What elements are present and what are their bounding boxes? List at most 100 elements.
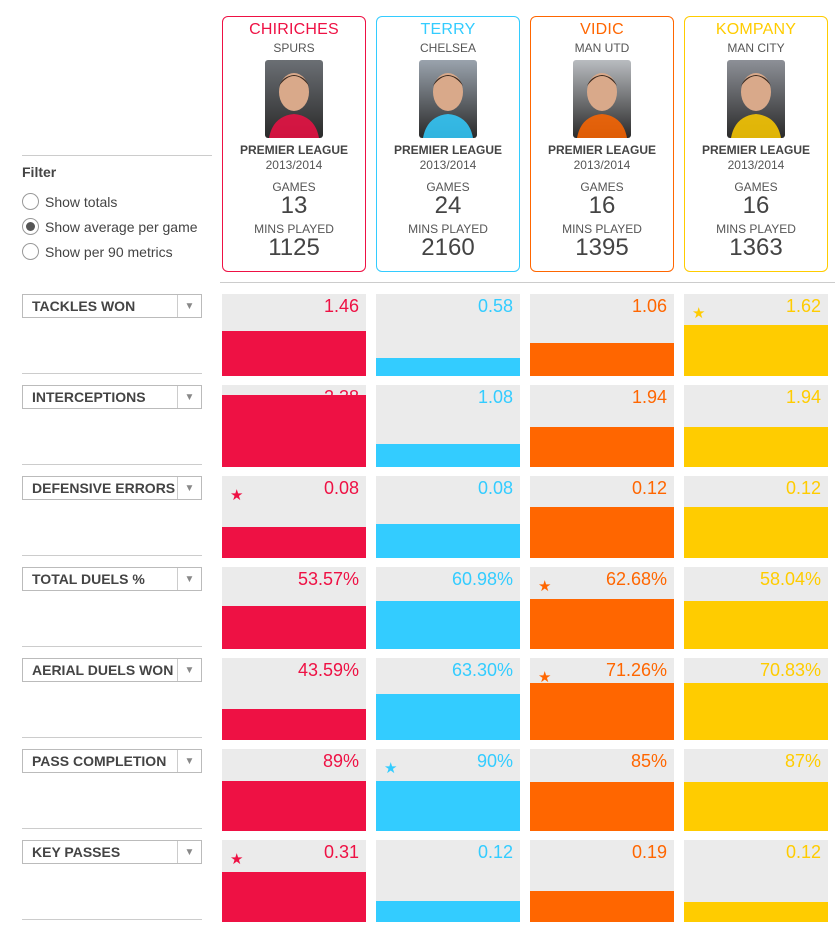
metric-bar [530, 427, 674, 467]
metric-cell-chiriches: ★ 0.08 [222, 476, 366, 558]
player-league: PREMIER LEAGUE [393, 143, 502, 157]
metric-label: PASS COMPLETION [32, 753, 167, 769]
metric-cell-vidic: ★ 62.68% [530, 567, 674, 649]
row-divider [22, 737, 202, 738]
mins-label: MINS PLAYED [562, 222, 642, 236]
player-team: MAN CITY [727, 41, 785, 55]
star-icon: ★ [538, 669, 552, 686]
metric-bar [530, 599, 674, 649]
metric-cell-vidic: 1.06 [530, 294, 674, 376]
metric-label: TACKLES WON [32, 298, 136, 314]
player-season: 2013/2014 [573, 158, 631, 172]
metric-value: 62.68% [605, 569, 667, 589]
metric-bar [376, 901, 520, 922]
player-name[interactable]: KOMPANY [715, 21, 797, 38]
metric-select-aerial-duels-won[interactable]: AERIAL DUELS WON ▼ [22, 658, 202, 682]
player-team: MAN UTD [574, 41, 630, 55]
star-icon: ★ [692, 305, 706, 322]
star-icon: ★ [230, 851, 244, 868]
player-team: SPURS [273, 41, 315, 55]
metric-value: 63.30% [451, 660, 513, 680]
metric-select-pass-completion[interactable]: PASS COMPLETION ▼ [22, 749, 202, 773]
metric-value: 60.98% [451, 569, 513, 589]
metric-bar [684, 683, 828, 740]
metric-value: 0.12 [631, 478, 667, 498]
radio-show-average[interactable]: Show average per game [22, 214, 212, 239]
mins-value: 1363 [729, 234, 783, 261]
metric-value: 70.83% [759, 660, 821, 680]
metric-cell-kompany: 58.04% [684, 567, 828, 649]
chevron-down-icon[interactable]: ▼ [177, 659, 201, 681]
radio-show-per90[interactable]: Show per 90 metrics [22, 239, 212, 264]
metric-cell-vidic: ★ 71.26% [530, 658, 674, 740]
games-value: 13 [280, 192, 308, 219]
metric-bar [222, 781, 366, 831]
metric-value: 0.58 [477, 296, 513, 316]
radio-show-totals[interactable]: Show totals [22, 189, 212, 214]
metric-bar [222, 709, 366, 740]
chevron-down-icon[interactable]: ▼ [177, 295, 201, 317]
metric-bar [376, 524, 520, 558]
row-divider [22, 919, 202, 920]
metric-label: KEY PASSES [32, 844, 121, 860]
player-card-vidic: VIDIC MAN UTD PREMIER LEAGUE 2013/2014 G… [530, 16, 674, 272]
metric-select-total-duels[interactable]: TOTAL DUELS % ▼ [22, 567, 202, 591]
metric-value: 0.12 [477, 842, 513, 862]
metric-value: 85% [630, 751, 667, 771]
games-label: GAMES [734, 180, 778, 194]
player-photo [419, 60, 477, 138]
metric-bar [684, 427, 828, 467]
player-season: 2013/2014 [265, 158, 323, 172]
chevron-down-icon[interactable]: ▼ [177, 568, 201, 590]
player-silhouette [423, 73, 473, 138]
metric-bar [222, 527, 366, 558]
player-season: 2013/2014 [419, 158, 477, 172]
metric-value: 1.94 [631, 387, 667, 407]
metric-bar [376, 358, 520, 376]
metric-select-tackles-won[interactable]: TACKLES WON ▼ [22, 294, 202, 318]
player-name[interactable]: CHIRICHES [249, 21, 339, 38]
chevron-down-icon[interactable]: ▼ [177, 386, 201, 408]
header-divider [220, 282, 835, 283]
player-name[interactable]: VIDIC [580, 21, 624, 38]
metric-bar [376, 694, 520, 740]
chevron-down-icon[interactable]: ▼ [177, 841, 201, 863]
filter-panel: Filter Show totals Show average per game… [22, 155, 212, 264]
metric-label: DEFENSIVE ERRORS [32, 480, 176, 496]
player-card-chiriches: CHIRICHES SPURS PREMIER LEAGUE 2013/2014… [222, 16, 366, 272]
chevron-down-icon[interactable]: ▼ [177, 477, 201, 499]
metric-bar [530, 683, 674, 740]
metric-cell-chiriches: 89% [222, 749, 366, 831]
metric-cell-vidic: 85% [530, 749, 674, 831]
metric-value: 1.06 [631, 296, 667, 316]
games-value: 24 [434, 192, 462, 219]
row-divider [22, 646, 202, 647]
star-icon: ★ [538, 578, 552, 595]
metric-label: INTERCEPTIONS [32, 389, 146, 405]
radio-circle[interactable] [22, 243, 39, 260]
player-name[interactable]: TERRY [420, 21, 476, 38]
metric-cell-kompany: 0.12 [684, 476, 828, 558]
metric-bar [684, 601, 828, 649]
metric-bar [376, 444, 520, 467]
metric-cell-chiriches: ★ 0.31 [222, 840, 366, 922]
metric-bar [222, 395, 366, 467]
metric-value: 90% [476, 751, 513, 771]
radio-circle[interactable] [22, 218, 39, 235]
radio-circle[interactable] [22, 193, 39, 210]
metric-cell-terry: 1.08 [376, 385, 520, 467]
chevron-down-icon[interactable]: ▼ [177, 750, 201, 772]
player-league: PREMIER LEAGUE [547, 143, 656, 157]
metric-value: 0.08 [477, 478, 513, 498]
metric-select-key-passes[interactable]: KEY PASSES ▼ [22, 840, 202, 864]
metric-select-defensive-errors[interactable]: DEFENSIVE ERRORS ▼ [22, 476, 202, 500]
metric-value: 0.08 [323, 478, 359, 498]
star-icon: ★ [384, 760, 398, 777]
metric-value: 0.12 [785, 842, 821, 862]
row-divider [22, 555, 202, 556]
metric-value: 0.19 [631, 842, 667, 862]
row-divider [22, 464, 202, 465]
player-season: 2013/2014 [727, 158, 785, 172]
metric-select-interceptions[interactable]: INTERCEPTIONS ▼ [22, 385, 202, 409]
player-silhouette [577, 73, 627, 138]
